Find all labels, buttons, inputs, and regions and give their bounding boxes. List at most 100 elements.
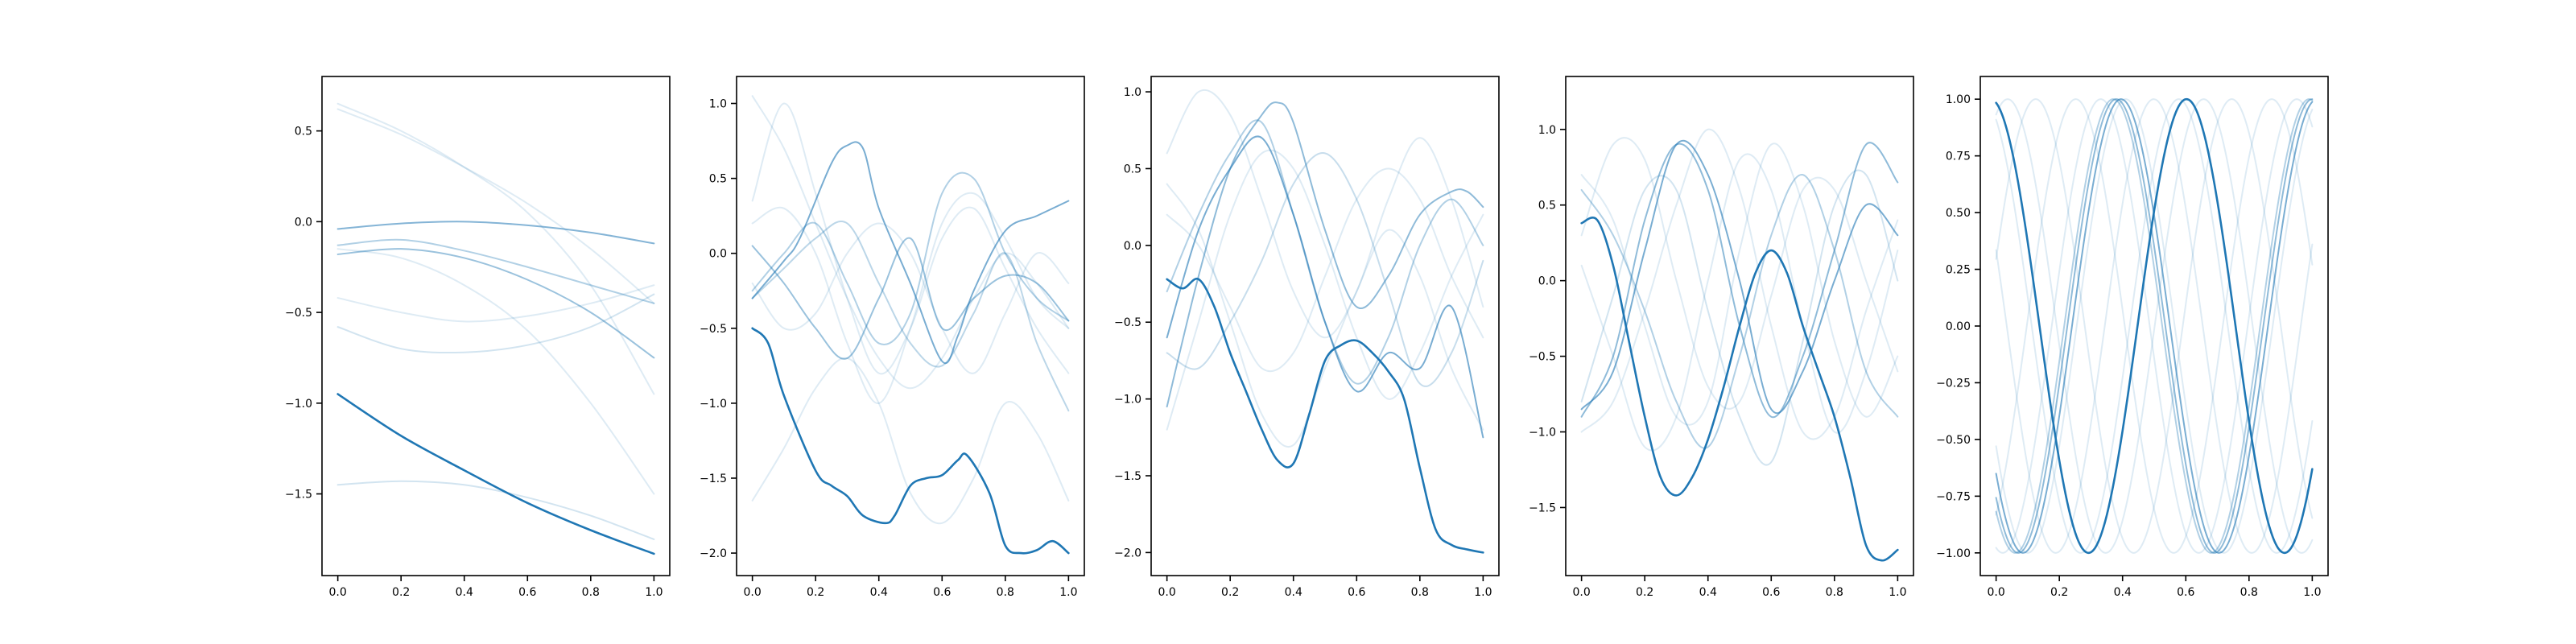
- series-line-6: [1995, 98, 2314, 554]
- series-line-1: [1166, 89, 1484, 339]
- y-tick-label: −1.0: [285, 398, 312, 411]
- x-tick-label: 0.0: [1573, 586, 1591, 599]
- x-tick-label: 0.8: [997, 586, 1014, 599]
- series-line-3: [336, 248, 655, 495]
- series-group: [1166, 89, 1484, 554]
- series-line-1: [751, 95, 1070, 390]
- y-tick-label: 0.5: [709, 173, 727, 186]
- y-tick-label: −1.00: [1936, 547, 1971, 560]
- y-tick-label: 0.5: [295, 126, 312, 138]
- series-line-9: [1580, 216, 1899, 562]
- series-line-9: [336, 221, 655, 245]
- series-line-7: [751, 171, 1070, 345]
- x-tick-label: 0.6: [2177, 586, 2194, 599]
- series-line-7: [336, 238, 655, 304]
- y-tick-label: 0.0: [1538, 275, 1556, 288]
- x-tick-label: 0.8: [1411, 586, 1429, 599]
- subplot-3: 0.0 0.2 0.4 0.6 0.8 1.0 1.0 0.5 0.0 −0.5 −1.0 −1.5 −…: [1114, 76, 1500, 599]
- y-tick-label: 0.0: [1124, 240, 1141, 253]
- series-line-2: [1166, 149, 1484, 431]
- series-line-7: [1166, 101, 1484, 408]
- y-tick-label: −1.0: [700, 398, 727, 411]
- y-tick-label: −0.5: [285, 307, 312, 320]
- axes-frame: [1565, 76, 1914, 576]
- series-line-6: [1580, 174, 1899, 449]
- series-line-9: [1995, 98, 2314, 554]
- series-line-9: [1166, 277, 1484, 554]
- series-line-2: [1995, 98, 2314, 554]
- x-tick-label: 0.2: [807, 586, 824, 599]
- y-tick-label: −0.5: [1529, 351, 1556, 364]
- series-line-4: [336, 284, 655, 323]
- series-group: [751, 95, 1070, 555]
- y-tick-label: 0.0: [709, 248, 727, 261]
- series-line-5: [1166, 152, 1484, 387]
- y-tick-label: 1.0: [1538, 124, 1556, 137]
- series-line-1: [1995, 98, 2314, 554]
- x-tick-label: 1.0: [2303, 586, 2321, 599]
- series-line-3: [751, 357, 1070, 525]
- y-tick-label: 0.25: [1946, 264, 1971, 277]
- subplot-2: 0.0 0.2 0.4 0.6 0.8 1.0 1.0 0.5 0.0 −0.5 −1.0 −1.5 −…: [700, 76, 1085, 599]
- x-tick-label: 0.2: [2050, 586, 2068, 599]
- x-tick-label: 0.0: [744, 586, 762, 599]
- axes-frame: [736, 76, 1085, 576]
- series-group: [1580, 128, 1899, 562]
- x-tick-label: 0.4: [1699, 586, 1717, 599]
- x-tick-label: 0.4: [2114, 586, 2132, 599]
- subplot-5: 0.0 0.2 0.4 0.6 0.8 1.0 1.00 0.75 0.50 0.25 0.00 −0…: [1936, 76, 2329, 599]
- y-tick-label: −1.0: [1114, 394, 1141, 407]
- y-tick-label: −1.5: [1529, 502, 1556, 514]
- series-line-4: [1580, 142, 1899, 426]
- x-tick-label: 0.2: [1221, 586, 1239, 599]
- y-tick-label: −0.50: [1936, 434, 1971, 447]
- series-line-2: [751, 102, 1070, 375]
- x-tick-label: 1.0: [1474, 586, 1492, 599]
- axes-frame: [1150, 76, 1500, 576]
- series-line-6: [751, 221, 1070, 412]
- x-tick-label: 0.6: [1348, 586, 1365, 599]
- series-line-8: [1166, 135, 1484, 439]
- y-tick-label: 0.00: [1946, 320, 1971, 333]
- x-tick-label: 1.0: [1889, 586, 1906, 599]
- x-tick-label: 0.4: [870, 586, 888, 599]
- y-tick-label: 1.0: [1124, 86, 1141, 99]
- y-tick-label: −1.5: [1114, 470, 1141, 483]
- series-line-8: [336, 248, 655, 359]
- x-tick-label: 0.6: [1762, 586, 1780, 599]
- y-tick-label: −1.5: [285, 489, 312, 502]
- series-line-3: [1580, 153, 1899, 452]
- series-group: [336, 102, 655, 555]
- x-tick-label: 0.8: [582, 586, 600, 599]
- series-line-5: [751, 192, 1070, 404]
- series-group: [1995, 97, 2314, 555]
- y-tick-label: 1.00: [1946, 93, 1971, 106]
- y-tick-label: −2.0: [700, 547, 727, 560]
- x-tick-label: 0.4: [1285, 586, 1302, 599]
- y-tick-label: −0.25: [1936, 377, 1971, 390]
- series-line-10: [751, 327, 1070, 555]
- x-tick-label: 1.0: [1059, 586, 1077, 599]
- subplot-grid: 0.0 0.2 0.4 0.6 0.8 1.00.50.0−0.5−1.0−1.50.0 0…: [285, 76, 2329, 599]
- x-tick-label: 0.8: [1826, 586, 1843, 599]
- y-tick-label: 0.50: [1946, 207, 1971, 220]
- series-line-7: [1995, 98, 2314, 554]
- x-tick-label: 0.8: [2240, 586, 2258, 599]
- series-line-1: [336, 102, 655, 395]
- x-tick-label: 0.6: [518, 586, 536, 599]
- series-line-4: [1995, 98, 2314, 554]
- x-tick-label: 0.2: [1636, 586, 1653, 599]
- series-line-9: [751, 141, 1070, 365]
- y-tick-label: 0.5: [1124, 163, 1141, 175]
- series-line-8: [1580, 139, 1899, 415]
- x-tick-label: 0.6: [933, 586, 951, 599]
- series-line-5: [1995, 98, 2314, 554]
- x-tick-label: 0.4: [456, 586, 473, 599]
- series-line-4: [751, 222, 1070, 374]
- subplot-1: 0.0 0.2 0.4 0.6 0.8 1.0 0.5 0.0 −0.5 −1.0 −1.5: [285, 76, 671, 599]
- x-tick-label: 0.0: [1988, 586, 2005, 599]
- series-line-4: [1166, 183, 1484, 448]
- axes-frame: [321, 76, 671, 576]
- y-tick-label: 1.0: [709, 98, 727, 111]
